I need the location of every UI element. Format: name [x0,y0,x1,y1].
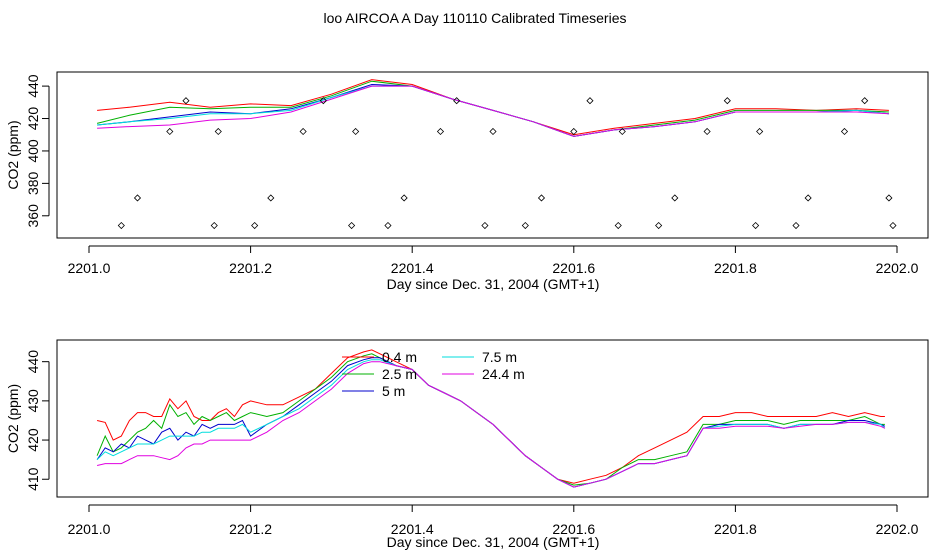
x-tick-label: 2201.8 [714,260,757,276]
legend-label: 0.4 m [382,349,417,365]
x-tick-label: 2202.0 [876,260,919,276]
diamond-marker [614,221,622,230]
diamond-marker [804,194,812,202]
y-tick-label: 440 [25,74,41,98]
diamond-marker [251,221,259,230]
diamond-marker [861,97,869,105]
diamond-marker [752,221,760,230]
diamond-marker [481,221,489,230]
diamond-marker [384,221,392,230]
diamond-marker [436,127,445,136]
x-axis-label: Day since Dec. 31, 2004 (GMT+1) [387,276,600,292]
legend: 0.4 m2.5 m5 m 7.5 m24.4 m [342,349,525,399]
legend-label: 5 m [382,383,405,399]
diamond-marker [671,194,679,202]
legend-label: 24.4 m [482,366,525,382]
y-axis-label: CO2 (ppm) [5,384,21,453]
x-tick-label: 2201.2 [229,260,272,276]
diamond-marker [400,194,408,202]
diamond-marker [299,127,307,136]
y-tick-label: 420 [25,428,41,452]
y-tick-label: 430 [25,389,41,413]
diamond-marker [489,127,497,136]
diamond-marker [352,127,360,136]
diamond-marker [792,221,800,230]
diamond-marker [840,127,849,136]
x-tick-label: 2201.4 [391,521,434,537]
diamond-marker [570,127,578,136]
x-tick-label: 2201.4 [391,260,434,276]
diamond-marker [756,127,764,136]
series-line-24-4-m [96,361,886,488]
x-tick-label: 2202.0 [876,521,919,537]
diamond-marker [655,221,663,230]
diamond-marker [133,194,142,202]
diamond-marker [166,127,174,136]
x-tick-label: 2201.0 [68,260,111,276]
diamond-marker [319,97,327,105]
chart-panel-1: 2201.0 2201.2 2201.4 2201.6 2201.8 2202.0 Day … [5,71,929,292]
y-tick-label: 400 [25,139,41,163]
diamond-marker [703,127,711,136]
diamond-marker [267,194,275,202]
diamond-marker [586,97,594,105]
diamond-marker [214,127,222,136]
x-tick-label: 2201.2 [229,521,272,537]
y-tick-label: 360 [25,204,41,228]
x-axis-label: Day since Dec. 31, 2004 (GMT+1) [387,534,600,550]
diamond-marker [348,221,356,230]
y-tick-label: 410 [25,467,41,491]
legend-label: 2.5 m [382,366,417,382]
diamond-marker [117,221,125,230]
diamond-marker [618,127,626,136]
y-tick-label: 420 [25,107,41,131]
plot-frame [56,71,929,239]
x-tick-label: 2201.0 [68,521,111,537]
legend-label: 7.5 m [482,349,517,365]
diamond-marker [182,97,190,105]
diamond-marker [889,221,897,230]
diamond-marker [537,194,546,202]
plot-frame [56,339,929,498]
diamond-marker [210,221,218,230]
series-line-0-4-m [97,79,889,136]
diamond-marker [453,97,461,105]
x-tick-label: 2201.8 [714,521,757,537]
diamond-marker [885,194,893,202]
y-axis-label: CO2 (ppm) [5,120,21,189]
diamond-marker [521,221,529,230]
x-tick-label: 2201.6 [552,260,595,276]
series-line-24-4-m [97,85,889,137]
y-tick-label: 440 [25,350,41,374]
y-tick-label: 380 [25,171,41,195]
chart-main-title: loo AIRCOA A Day 110110 Calibrated Times… [323,10,627,26]
chart-panel-2: 2201.0 2201.2 2201.4 2201.6 2201.8 2202.0 Day … [5,339,929,550]
x-tick-label: 2201.6 [552,521,595,537]
diamond-marker [723,97,731,105]
